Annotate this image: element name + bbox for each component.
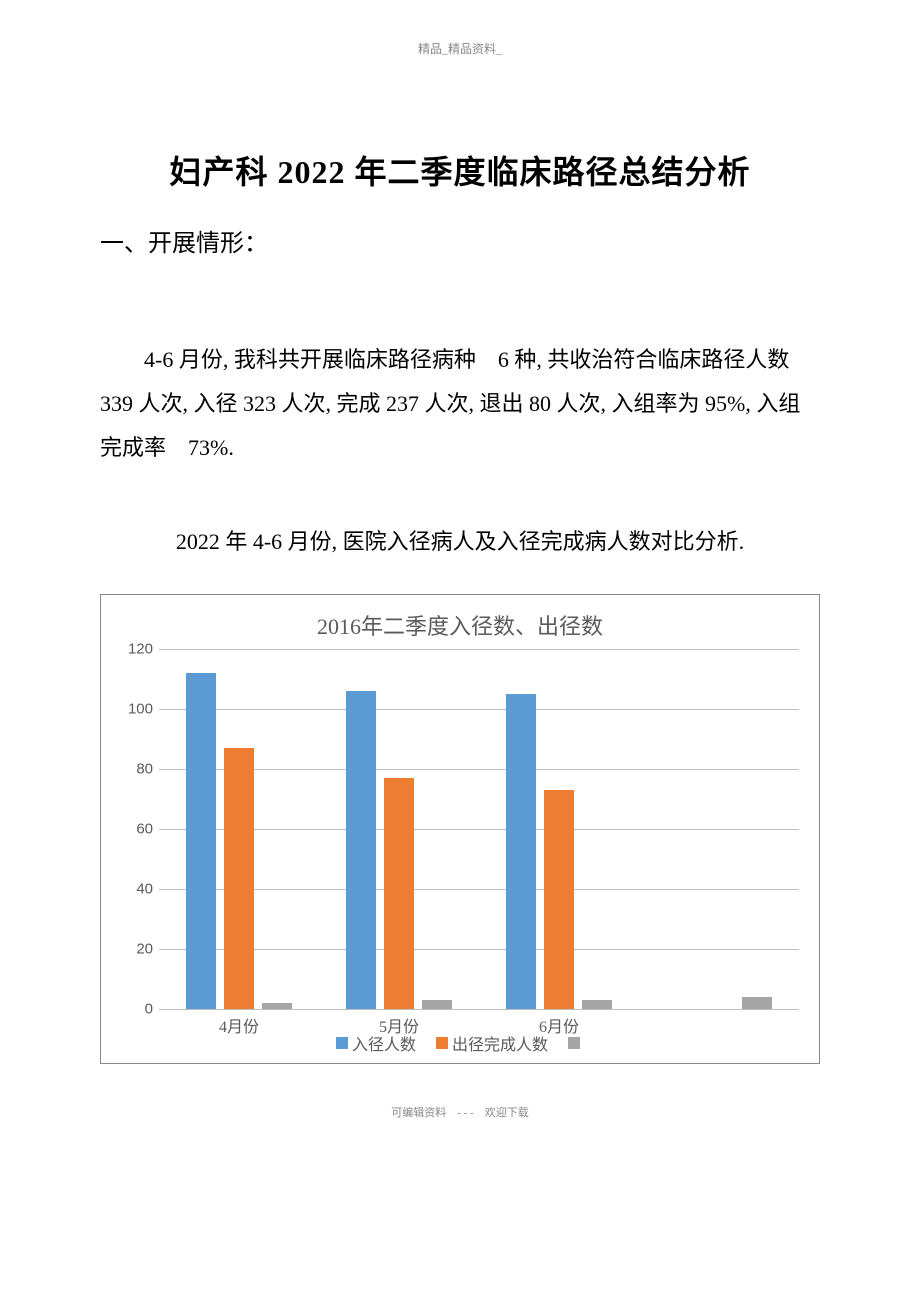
chart-y-tick-label: 20 [136, 941, 153, 958]
chart-legend-label: 入径人数 [352, 1031, 416, 1055]
bar-chart: 2016年二季度入径数、出径数 0204060801001204月份5月份6月份… [100, 594, 820, 1064]
chart-legend-label: 出径完成人数 [452, 1031, 548, 1055]
chart-bar [582, 1000, 612, 1009]
chart-legend-item: 出径完成人数 [436, 1031, 548, 1055]
chart-y-tick-label: 60 [136, 821, 153, 838]
footer-watermark: 可编辑资料 - - - 欢迎下载 [100, 1104, 820, 1120]
chart-y-tick-label: 80 [136, 761, 153, 778]
page-title: 妇产科 2022 年二季度临床路径总结分析 [100, 147, 820, 193]
chart-y-tick-label: 40 [136, 881, 153, 898]
paragraph-2: 2022 年 4-6 月份, 医院入径病人及入径完成病人数对比分析. [100, 520, 820, 564]
chart-bar [422, 1000, 452, 1009]
chart-legend-item [568, 1037, 584, 1049]
chart-bar [384, 778, 414, 1009]
chart-plot-area: 0204060801001204月份5月份6月份 [159, 649, 799, 1009]
chart-legend-swatch [436, 1037, 448, 1049]
paragraph-1: 4-6 月份, 我科共开展临床路径病种 6 种, 共收治符合临床路径人数 339… [100, 338, 820, 470]
chart-bar [506, 694, 536, 1009]
chart-gridline [159, 709, 799, 710]
chart-gridline [159, 949, 799, 950]
header-watermark: 精品_精品资料_ [100, 40, 820, 57]
chart-bar [224, 748, 254, 1009]
chart-gridline [159, 769, 799, 770]
chart-gridline [159, 649, 799, 650]
chart-gridline [159, 1009, 799, 1010]
chart-y-tick-label: 100 [128, 701, 153, 718]
chart-bar [186, 673, 216, 1009]
chart-bar [346, 691, 376, 1009]
chart-title: 2016年二季度入径数、出径数 [101, 595, 819, 641]
chart-legend-swatch [568, 1037, 580, 1049]
chart-gridline [159, 889, 799, 890]
chart-legend: 入径人数 出径完成人数 [101, 1031, 819, 1055]
chart-y-tick-label: 0 [145, 1001, 153, 1018]
chart-bar [742, 997, 772, 1009]
section-heading-1: 一、开展情形： [100, 223, 820, 258]
chart-legend-item: 入径人数 [336, 1031, 416, 1055]
chart-legend-swatch [336, 1037, 348, 1049]
chart-y-tick-label: 120 [128, 641, 153, 658]
chart-bar [544, 790, 574, 1009]
chart-gridline [159, 829, 799, 830]
chart-bar [262, 1003, 292, 1009]
